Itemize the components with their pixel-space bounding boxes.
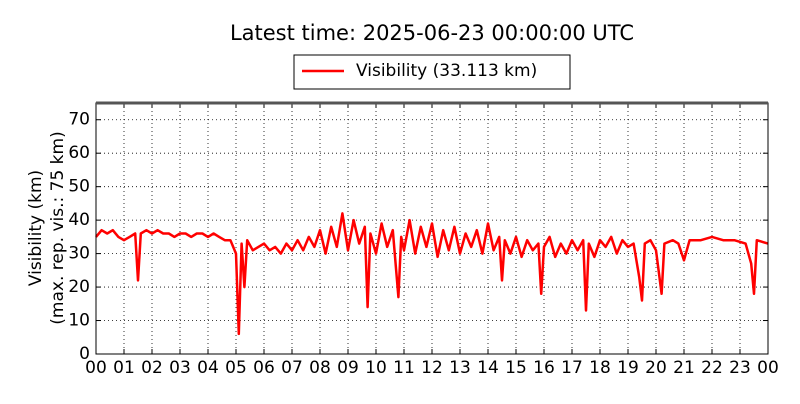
x-tick-label: 11: [393, 358, 415, 378]
y-tick-label: 20: [68, 277, 90, 297]
x-tick-label: 06: [253, 358, 275, 378]
x-tick-label: 18: [589, 358, 611, 378]
x-tick-label: 00: [757, 358, 779, 378]
y-tick-label: 50: [68, 177, 90, 197]
x-tick-label: 07: [281, 358, 303, 378]
y-tick-label: 0: [79, 344, 90, 364]
data-line: [95, 212, 769, 336]
y-tick-label: 40: [68, 210, 90, 230]
chart-title: Latest time: 2025-06-23 00:00:00 UTC: [230, 21, 634, 45]
y-tick-label: 70: [68, 110, 90, 130]
legend-label: Visibility (33.113 km): [356, 61, 537, 81]
y-tick-label: 60: [68, 143, 90, 163]
x-tick-label: 01: [113, 358, 135, 378]
x-tick-label: 14: [477, 358, 499, 378]
y-axis-label: Visibility (km): [26, 170, 46, 286]
x-tick-label: 12: [421, 358, 443, 378]
x-tick-label: 09: [337, 358, 359, 378]
x-tick-label: 05: [225, 358, 247, 378]
x-tick-label: 08: [309, 358, 331, 378]
x-tick-label: 02: [141, 358, 163, 378]
x-tick-label: 17: [561, 358, 583, 378]
y-axis-label: (max. rep. vis.: 75 km): [48, 131, 68, 324]
x-tick-label: 19: [617, 358, 639, 378]
x-tick-label: 15: [505, 358, 527, 378]
x-tick-label: 23: [729, 358, 751, 378]
y-tick-label: 30: [68, 244, 90, 264]
x-tick-label: 16: [533, 358, 555, 378]
x-tick-label: 13: [449, 358, 471, 378]
y-tick-label: 10: [68, 311, 90, 331]
x-tick-label: 00: [85, 358, 107, 378]
x-tick-label: 04: [197, 358, 219, 378]
x-tick-label: 21: [673, 358, 695, 378]
x-tick-label: 03: [169, 358, 191, 378]
x-tick-label: 10: [365, 358, 387, 378]
x-tick-label: 22: [701, 358, 723, 378]
x-tick-label: 20: [645, 358, 667, 378]
